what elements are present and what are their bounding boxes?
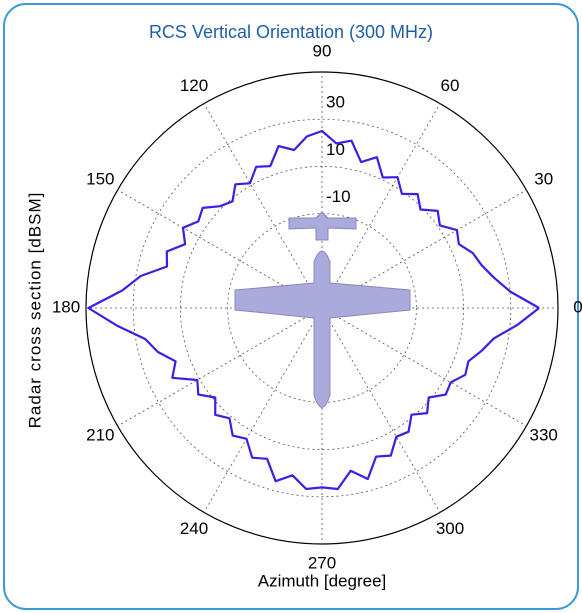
grid-spoke — [117, 307, 323, 427]
chart-title: RCS Vertical Orientation (300 MHz) — [149, 22, 433, 42]
grid-spoke — [321, 189, 527, 309]
airplane — [234, 211, 411, 408]
r-tick-label: -10 — [326, 187, 351, 206]
theta-tick-label: 210 — [86, 425, 114, 444]
r-tick-label: 10 — [326, 140, 345, 159]
theta-tick-label: 0 — [573, 297, 582, 316]
grid-spoke — [321, 307, 441, 513]
theta-tick-label: 270 — [308, 553, 336, 572]
theta-tick-label: 240 — [180, 519, 208, 538]
theta-tick-label: 300 — [436, 519, 464, 538]
tail — [288, 211, 357, 241]
grid-spoke — [117, 189, 323, 309]
fuselage-wings — [234, 250, 411, 408]
grid-spoke — [321, 307, 527, 427]
grid-ring — [132, 118, 512, 498]
theta-tick-label: 330 — [530, 425, 558, 444]
theta-tick-label: 180 — [52, 297, 80, 316]
theta-tick-label: 150 — [86, 169, 114, 188]
r-tick-label: 30 — [326, 93, 345, 112]
plot — [87, 129, 540, 491]
theta-tick-label: 120 — [180, 76, 208, 95]
grid-spoke — [203, 307, 323, 513]
x-axis-label: Azimuth [degree] — [258, 571, 387, 590]
theta-tick-label: 60 — [441, 76, 460, 95]
grid-ring — [227, 213, 417, 403]
theta-tick-label: 90 — [313, 41, 332, 60]
rcs-line — [87, 129, 540, 491]
grid-spoke — [321, 103, 441, 309]
theta-tick-label: 30 — [534, 169, 553, 188]
y-axis-label: Radar cross section [dBSM] — [25, 192, 44, 429]
grid-spoke — [203, 103, 323, 309]
